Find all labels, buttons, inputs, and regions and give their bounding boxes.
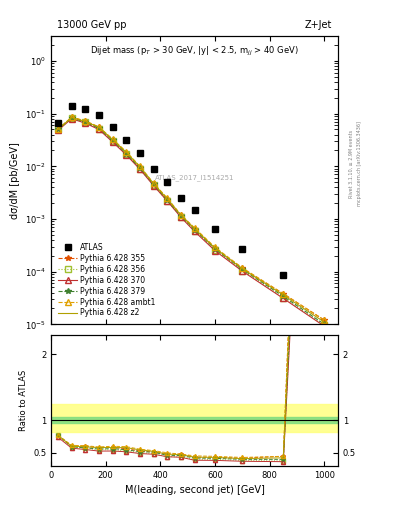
Text: Rivet 3.1.10, ≥ 2.9M events: Rivet 3.1.10, ≥ 2.9M events <box>349 130 354 198</box>
X-axis label: M(leading, second jet) [GeV]: M(leading, second jet) [GeV] <box>125 485 264 495</box>
Text: 13000 GeV pp: 13000 GeV pp <box>57 20 126 30</box>
Text: ATLAS_2017_I1514251: ATLAS_2017_I1514251 <box>155 174 234 181</box>
Text: mcplots.cern.ch [arXiv:1306.3436]: mcplots.cern.ch [arXiv:1306.3436] <box>357 121 362 206</box>
Y-axis label: Ratio to ATLAS: Ratio to ATLAS <box>18 370 28 431</box>
Text: Z+Jet: Z+Jet <box>305 20 332 30</box>
Y-axis label: dσ/dM [pb/GeV]: dσ/dM [pb/GeV] <box>9 142 20 219</box>
Legend: ATLAS, Pythia 6.428 355, Pythia 6.428 356, Pythia 6.428 370, Pythia 6.428 379, P: ATLAS, Pythia 6.428 355, Pythia 6.428 35… <box>55 240 158 321</box>
Text: Dijet mass (p$_T$ > 30 GeV, |y| < 2.5, m$_{jj}$ > 40 GeV): Dijet mass (p$_T$ > 30 GeV, |y| < 2.5, m… <box>90 45 299 57</box>
